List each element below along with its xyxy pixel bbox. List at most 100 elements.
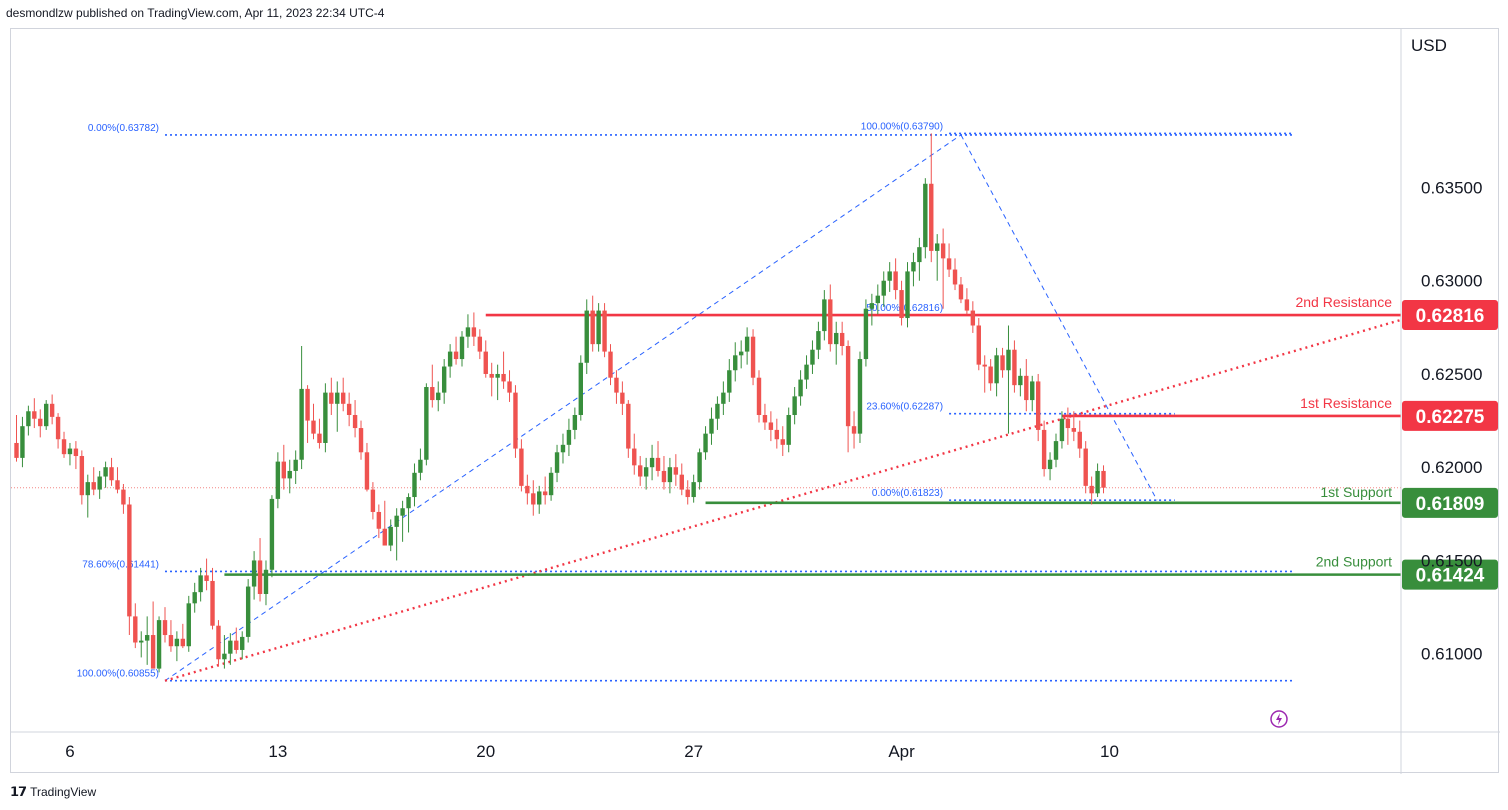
- candle-body: [1065, 418, 1071, 429]
- candle-body: [875, 295, 880, 304]
- candle-body: [346, 403, 352, 415]
- candle-body: [115, 480, 120, 490]
- fib-level-label: 0.00%(0.63782): [88, 123, 159, 134]
- candle: [180, 623, 186, 649]
- fib-trend-line: [960, 134, 1158, 501]
- candle: [905, 262, 910, 328]
- candle-body: [465, 327, 471, 337]
- candle: [661, 456, 667, 490]
- candle: [1101, 465, 1106, 494]
- candle: [335, 381, 340, 432]
- candle: [61, 431, 67, 458]
- candle: [49, 394, 55, 425]
- candle-body: [44, 403, 49, 427]
- x-tick-label: 10: [1100, 742, 1119, 761]
- candle: [97, 470, 102, 499]
- candle: [685, 480, 690, 505]
- candle: [946, 243, 952, 278]
- candle-body: [834, 332, 839, 345]
- candle-body: [578, 362, 583, 415]
- candle: [251, 551, 257, 600]
- candle: [317, 418, 322, 449]
- candle-body: [109, 467, 114, 481]
- candle: [406, 493, 411, 533]
- y-tick-label: 0.63000: [1421, 272, 1482, 291]
- candle: [851, 411, 857, 449]
- candle-body: [495, 373, 500, 378]
- publisher-header: desmondlzw published on TradingView.com,…: [6, 6, 385, 20]
- candle: [869, 293, 875, 326]
- price-chart[interactable]: 0.00%(0.63782)78.60%(0.61441)100.00%(0.6…: [11, 29, 1500, 774]
- candle: [489, 362, 494, 397]
- y-tick-label: 0.61500: [1421, 551, 1482, 570]
- candle: [1018, 368, 1023, 397]
- candle: [608, 344, 613, 386]
- candle-body: [376, 511, 382, 529]
- candle: [626, 400, 631, 458]
- candle-body: [881, 280, 886, 296]
- candle-body: [358, 428, 364, 453]
- candle: [144, 616, 150, 665]
- candle: [875, 284, 880, 315]
- price-badge: [1402, 487, 1498, 518]
- candle: [79, 450, 85, 505]
- candle: [234, 627, 239, 654]
- candle: [1089, 476, 1094, 505]
- candle: [477, 329, 483, 360]
- candle-body: [952, 269, 958, 285]
- candle-body: [269, 498, 275, 570]
- candle: [923, 178, 928, 259]
- price-badge-label: 0.61809: [1416, 494, 1485, 515]
- candle-body: [733, 355, 738, 371]
- candle-body: [317, 433, 322, 443]
- candle-body: [67, 448, 73, 455]
- candle: [507, 370, 512, 402]
- candle-body: [263, 569, 269, 595]
- candle-body: [412, 472, 417, 498]
- level-name: 2nd Resistance: [1295, 294, 1392, 310]
- candle: [91, 467, 96, 496]
- candle: [578, 355, 583, 421]
- candle: [655, 441, 661, 477]
- candle: [952, 258, 958, 291]
- candle-body: [234, 640, 239, 650]
- candle-body: [667, 467, 673, 483]
- candle: [935, 234, 940, 281]
- candle: [257, 538, 263, 602]
- candle-body: [572, 414, 578, 430]
- candle: [531, 480, 536, 516]
- chart-frame[interactable]: 0.00%(0.63782) 78.60%(0.61441) 100.00%(0.6…: [10, 28, 1500, 774]
- candle-body: [649, 457, 655, 468]
- candle: [542, 476, 548, 505]
- price-badge-label: 0.62275: [1416, 407, 1485, 428]
- candle: [828, 284, 833, 352]
- candle-body: [727, 370, 732, 393]
- candle-body: [501, 373, 506, 382]
- candle-body: [762, 414, 768, 423]
- candle: [323, 383, 328, 453]
- candle-body: [1101, 470, 1106, 488]
- candle: [430, 364, 435, 408]
- candle-body: [566, 429, 572, 445]
- candle: [382, 500, 387, 546]
- candle-body: [887, 271, 892, 281]
- candle: [204, 558, 209, 591]
- candle-body: [144, 635, 150, 641]
- candle-body: [839, 332, 845, 347]
- candle-body: [222, 653, 227, 660]
- candle-body: [554, 452, 560, 473]
- candle-body: [1071, 428, 1077, 432]
- candle-body: [453, 351, 459, 360]
- candle-body: [608, 351, 613, 378]
- candle-body: [560, 444, 566, 453]
- candle: [816, 321, 821, 360]
- candle: [798, 370, 803, 406]
- candle-body: [370, 489, 376, 512]
- candle-body: [816, 331, 821, 350]
- candle: [311, 403, 316, 440]
- candle-body: [1047, 459, 1053, 470]
- candle: [911, 252, 916, 287]
- candle: [198, 567, 203, 602]
- candle-body: [133, 616, 138, 643]
- candle-body: [638, 465, 643, 477]
